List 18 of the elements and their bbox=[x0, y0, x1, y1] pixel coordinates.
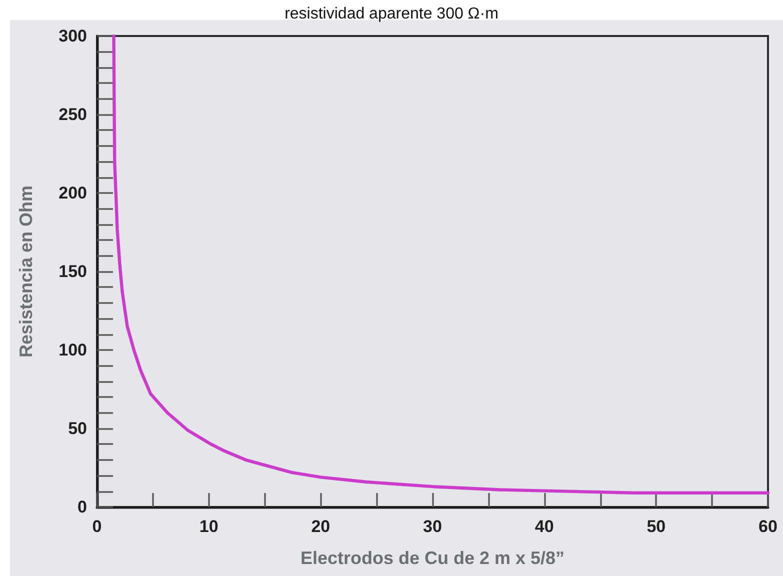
x-tick-label: 30 bbox=[423, 517, 442, 536]
x-tick-label: 0 bbox=[92, 517, 102, 536]
x-tick-label: 10 bbox=[199, 517, 218, 536]
x-tick-label: 20 bbox=[311, 517, 330, 536]
x-tick-label: 40 bbox=[534, 517, 554, 536]
y-tick-label: 0 bbox=[78, 498, 87, 516]
x-axis-title: Electrodos de Cu de 2 m x 5/8” bbox=[300, 548, 565, 568]
y-tick-label: 200 bbox=[58, 184, 87, 202]
y-tick-label: 100 bbox=[58, 340, 87, 360]
y-tick-label: 250 bbox=[58, 105, 87, 124]
x-tick-label: 50 bbox=[646, 517, 666, 536]
x-tick-label: 60 bbox=[758, 517, 778, 536]
y-axis-title: Resistencia en Ohm bbox=[16, 185, 36, 358]
y-tick-label: 50 bbox=[68, 419, 87, 438]
y-tick-label: 300 bbox=[58, 26, 87, 46]
y-tick-label: 150 bbox=[58, 262, 87, 281]
chart-title: resistividad aparente 300 Ω·m bbox=[284, 6, 498, 22]
line-series bbox=[112, 34, 770, 494]
